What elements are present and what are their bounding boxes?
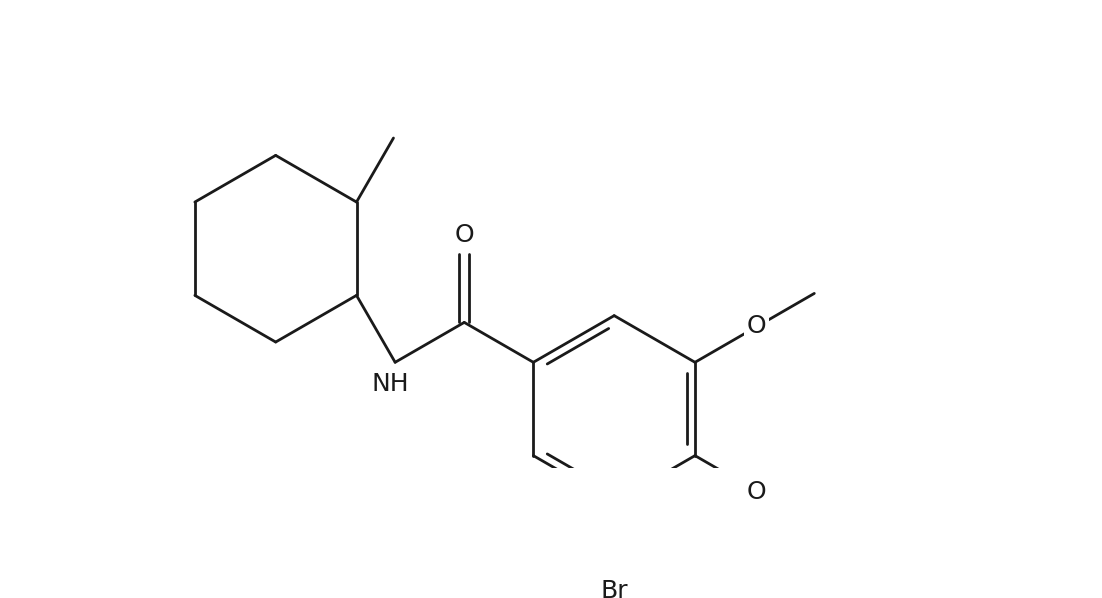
Text: O: O (454, 223, 474, 247)
Text: O: O (747, 480, 766, 504)
Text: Br: Br (601, 579, 628, 598)
Text: NH: NH (371, 371, 409, 396)
Text: O: O (747, 314, 766, 338)
